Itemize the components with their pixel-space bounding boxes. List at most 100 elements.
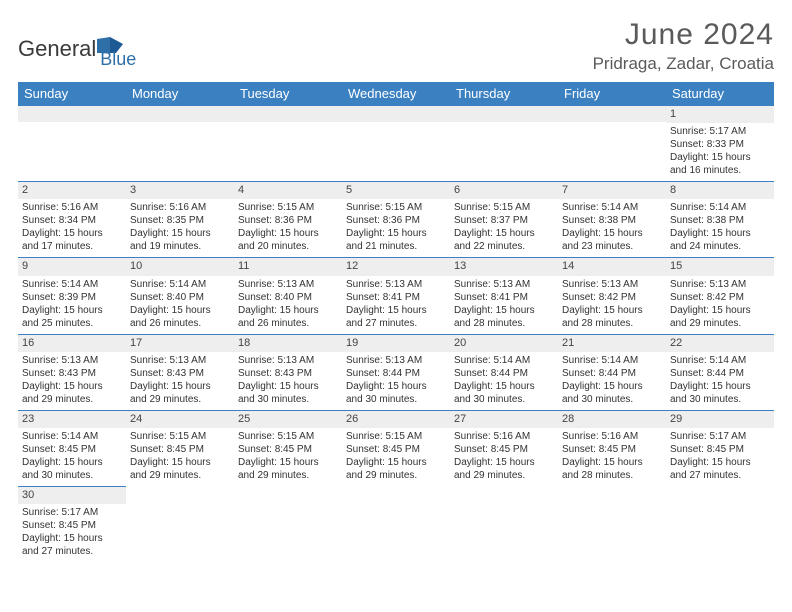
daylight-text: Daylight: 15 hours and 27 minutes.: [22, 532, 122, 558]
calendar-day-cell: 11Sunrise: 5:13 AMSunset: 8:40 PMDayligh…: [234, 258, 342, 334]
location: Pridraga, Zadar, Croatia: [593, 54, 774, 74]
sunrise-text: Sunrise: 5:16 AM: [562, 430, 662, 443]
day-number: 14: [558, 258, 666, 275]
daylight-text: Daylight: 15 hours and 21 minutes.: [346, 227, 446, 253]
month-title: June 2024: [593, 18, 774, 52]
day-details: Sunrise: 5:14 AMSunset: 8:38 PMDaylight:…: [558, 199, 666, 257]
sunset-text: Sunset: 8:45 PM: [22, 443, 122, 456]
weekday-header: Wednesday: [342, 82, 450, 106]
day-details: Sunrise: 5:16 AMSunset: 8:35 PMDaylight:…: [126, 199, 234, 257]
day-details: Sunrise: 5:16 AMSunset: 8:34 PMDaylight:…: [18, 199, 126, 257]
day-number: 1: [666, 106, 774, 123]
calendar-day-cell: 10Sunrise: 5:14 AMSunset: 8:40 PMDayligh…: [126, 258, 234, 334]
calendar-week-row: 23 Sunrise: 5:14 AMSunset: 8:45 PM Dayligh…: [18, 410, 774, 486]
day-details: Sunrise: 5:14 AMSunset: 8:44 PMDaylight:…: [666, 352, 774, 410]
weekday-header: Tuesday: [234, 82, 342, 106]
day-number: 21: [558, 335, 666, 352]
sunset-text: Sunset: 8:43 PM: [130, 367, 230, 380]
weekday-header: Friday: [558, 82, 666, 106]
daylight-text: Daylight: 15 hours and 23 minutes.: [562, 227, 662, 253]
calendar-day-cell: 30Sunrise: 5:17 AMSunset: 8:45 PMDayligh…: [18, 486, 126, 562]
sunrise-text: Sunrise: 5:14 AM: [670, 201, 770, 214]
day-number: 28: [558, 411, 666, 428]
daylight-text: Daylight: 15 hours and 28 minutes.: [454, 304, 554, 330]
logo: General Blue: [18, 18, 136, 68]
sunrise-text: Sunrise: 5:14 AM: [22, 430, 122, 443]
calendar-day-cell: 14Sunrise: 5:13 AMSunset: 8:42 PMDayligh…: [558, 258, 666, 334]
day-details: Sunrise: 5:15 AMSunset: 8:37 PMDaylight:…: [450, 199, 558, 257]
sunset-text: Sunset: 8:39 PM: [22, 291, 122, 304]
sunset-text: Sunset: 8:37 PM: [454, 214, 554, 227]
day-number: 19: [342, 335, 450, 352]
sunrise-text: Sunrise: 5:17 AM: [670, 430, 770, 443]
empty-day-bar: [18, 106, 126, 122]
day-number: 18: [234, 335, 342, 352]
calendar-day-cell: 22Sunrise: 5:14 AMSunset: 8:44 PMDayligh…: [666, 334, 774, 410]
calendar-week-row: 9Sunrise: 5:14 AMSunset: 8:39 PMDaylight…: [18, 258, 774, 334]
sunrise-text: Sunrise: 5:17 AM: [670, 125, 770, 138]
calendar-day-cell: 13Sunrise: 5:13 AMSunset: 8:41 PMDayligh…: [450, 258, 558, 334]
daylight-text: Daylight: 15 hours and 26 minutes.: [130, 304, 230, 330]
day-details: Sunrise: 5:14 AMSunset: 8:44 PMDaylight:…: [558, 352, 666, 410]
day-details: Sunrise: 5:13 AMSunset: 8:41 PMDaylight:…: [450, 276, 558, 334]
day-number: 10: [126, 258, 234, 275]
calendar-week-row: 2Sunrise: 5:16 AMSunset: 8:34 PMDaylight…: [18, 182, 774, 258]
day-number: 8: [666, 182, 774, 199]
sunset-text: Sunset: 8:44 PM: [670, 367, 770, 380]
day-number: 5: [342, 182, 450, 199]
calendar-day-cell: 23Sunrise: 5:14 AMSunset: 8:45 PMDayligh…: [18, 410, 126, 486]
calendar-week-row: 16Sunrise: 5:13 AMSunset: 8:43 PMDayligh…: [18, 334, 774, 410]
day-details: Sunrise: 5:13 AMSunset: 8:42 PMDaylight:…: [666, 276, 774, 334]
day-details: Sunrise: 5:15 AMSunset: 8:36 PMDaylight:…: [234, 199, 342, 257]
calendar-day-cell: 26Sunrise: 5:15 AMSunset: 8:45 PMDayligh…: [342, 410, 450, 486]
sunrise-text: Sunrise: 5:13 AM: [454, 278, 554, 291]
sunset-text: Sunset: 8:42 PM: [670, 291, 770, 304]
sunset-text: Sunset: 8:40 PM: [238, 291, 338, 304]
daylight-text: Daylight: 15 hours and 27 minutes.: [670, 456, 770, 482]
day-details: Sunrise: 5:13 AMSunset: 8:44 PMDaylight:…: [342, 352, 450, 410]
day-number: 15: [666, 258, 774, 275]
calendar-day-cell: [18, 106, 126, 182]
sunset-text: Sunset: 8:41 PM: [346, 291, 446, 304]
sunrise-text: Sunrise: 5:13 AM: [346, 278, 446, 291]
daylight-text: Daylight: 15 hours and 28 minutes.: [562, 456, 662, 482]
day-number: 23: [18, 411, 126, 428]
calendar-day-cell: [342, 486, 450, 562]
calendar-week-row: 30Sunrise: 5:17 AMSunset: 8:45 PMDayligh…: [18, 486, 774, 562]
sunset-text: Sunset: 8:35 PM: [130, 214, 230, 227]
sunset-text: Sunset: 8:36 PM: [238, 214, 338, 227]
sunrise-text: Sunrise: 5:13 AM: [22, 354, 122, 367]
daylight-text: Daylight: 15 hours and 24 minutes.: [670, 227, 770, 253]
sunrise-text: Sunrise: 5:13 AM: [130, 354, 230, 367]
daylight-text: Daylight: 15 hours and 17 minutes.: [22, 227, 122, 253]
empty-day-bar: [558, 106, 666, 122]
sunrise-text: Sunrise: 5:15 AM: [238, 201, 338, 214]
day-number: 20: [450, 335, 558, 352]
calendar-day-cell: [126, 106, 234, 182]
daylight-text: Daylight: 15 hours and 26 minutes.: [238, 304, 338, 330]
daylight-text: Daylight: 15 hours and 29 minutes.: [22, 380, 122, 406]
calendar-day-cell: 18Sunrise: 5:13 AMSunset: 8:43 PMDayligh…: [234, 334, 342, 410]
day-details: Sunrise: 5:13 AMSunset: 8:40 PMDaylight:…: [234, 276, 342, 334]
calendar-day-cell: 17Sunrise: 5:13 AMSunset: 8:43 PMDayligh…: [126, 334, 234, 410]
day-number: 6: [450, 182, 558, 199]
daylight-text: Daylight: 15 hours and 16 minutes.: [670, 151, 770, 177]
sunset-text: Sunset: 8:43 PM: [22, 367, 122, 380]
day-number: 3: [126, 182, 234, 199]
calendar-day-cell: 1Sunrise: 5:17 AMSunset: 8:33 PMDaylight…: [666, 106, 774, 182]
weekday-header: Sunday: [18, 82, 126, 106]
calendar-day-cell: 6Sunrise: 5:15 AMSunset: 8:37 PMDaylight…: [450, 182, 558, 258]
calendar-day-cell: 8Sunrise: 5:14 AMSunset: 8:38 PMDaylight…: [666, 182, 774, 258]
sunset-text: Sunset: 8:34 PM: [22, 214, 122, 227]
empty-day-bar: [234, 106, 342, 122]
calendar-day-cell: 9Sunrise: 5:14 AMSunset: 8:39 PMDaylight…: [18, 258, 126, 334]
calendar-day-cell: [558, 486, 666, 562]
sunrise-text: Sunrise: 5:17 AM: [22, 506, 122, 519]
sunrise-text: Sunrise: 5:14 AM: [562, 201, 662, 214]
empty-day-bar: [126, 106, 234, 122]
sunrise-text: Sunrise: 5:14 AM: [130, 278, 230, 291]
sunrise-text: Sunrise: 5:14 AM: [670, 354, 770, 367]
daylight-text: Daylight: 15 hours and 29 minutes.: [346, 456, 446, 482]
day-details: Sunrise: 5:14 AMSunset: 8:44 PMDaylight:…: [450, 352, 558, 410]
calendar-day-cell: 5Sunrise: 5:15 AMSunset: 8:36 PMDaylight…: [342, 182, 450, 258]
